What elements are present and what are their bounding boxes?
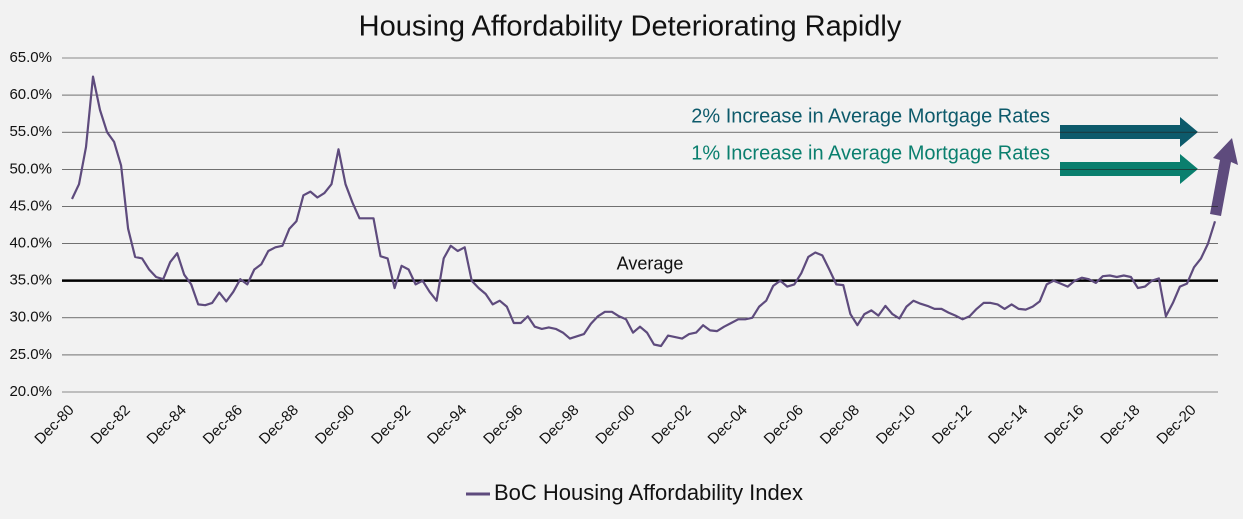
data-line (71, 75, 1217, 348)
arrow (1210, 138, 1238, 216)
chart-title: Housing Affordability Deteriorating Rapi… (359, 11, 902, 43)
y-tick-label: 25.0% (9, 346, 52, 363)
y-tick-label: 20.0% (9, 383, 52, 400)
y-tick-label: 45.0% (9, 197, 52, 214)
arrow (1060, 154, 1198, 184)
y-tick-label: 35.0% (9, 272, 52, 289)
y-tick-label: 50.0% (9, 160, 52, 177)
y-tick-label: 30.0% (9, 309, 52, 326)
legend-label: BoC Housing Affordability Index (494, 480, 803, 505)
annotation: 2% Increase in Average Mortgage Rates (691, 105, 1050, 127)
y-tick-label: 40.0% (9, 235, 52, 252)
y-tick-label: 60.0% (9, 86, 52, 103)
y-tick-label: 55.0% (9, 123, 52, 140)
average-label: Average (617, 253, 684, 273)
annotation: 1% Increase in Average Mortgage Rates (691, 142, 1050, 164)
y-tick-label: 65.0% (9, 49, 52, 66)
